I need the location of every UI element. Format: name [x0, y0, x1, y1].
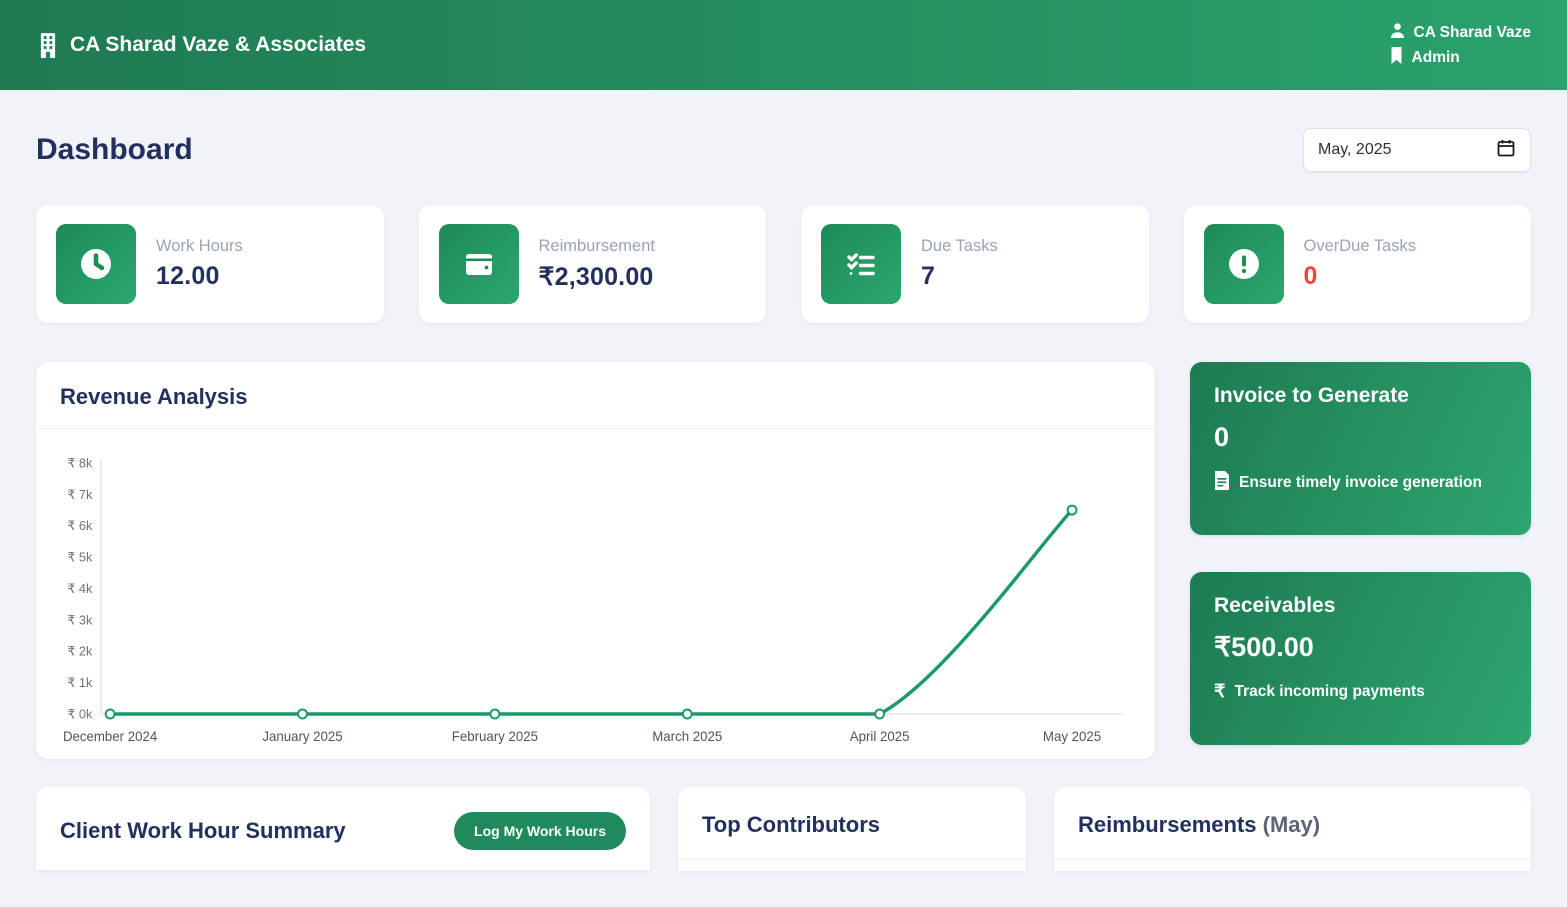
stat-text: Work Hours 12.00 — [156, 237, 243, 291]
revenue-line-chart: ₹ 0k ₹ 1k ₹ 2k ₹ 3k ₹ 4k ₹ 5k ₹ 6k ₹ 7k ₹ 8k Dece… — [63, 455, 1124, 744]
person-icon — [1389, 22, 1406, 44]
stat-cards-row: Work Hours 12.00 Reimbursement ₹2,300.00 — [36, 205, 1531, 323]
svg-text:₹ 5k: ₹ 5k — [67, 550, 93, 565]
promo-value: 0 — [1214, 422, 1230, 452]
receivables-card[interactable]: Receivables ₹500.00 ₹ Track incoming pay… — [1190, 572, 1531, 745]
reimbursements-title-month: (May) — [1256, 812, 1321, 837]
svg-text:₹ 0k: ₹ 0k — [67, 706, 93, 721]
promo-note-text: Ensure timely invoice generation — [1239, 474, 1482, 491]
page-head: Dashboard May, 2025 — [36, 128, 1531, 172]
user-box[interactable]: CA Sharad Vaze Admin — [1389, 19, 1531, 72]
promo-value: ₹500.00 — [1214, 632, 1314, 662]
promo-note-text: Track incoming payments — [1234, 682, 1425, 700]
top-contributors-head: Top Contributors — [678, 787, 1026, 859]
stat-value: 0 — [1303, 262, 1318, 290]
page-title: Dashboard — [36, 133, 193, 166]
month-picker-value: May, 2025 — [1318, 141, 1392, 158]
stat-label: Reimbursement — [538, 236, 655, 255]
revenue-chart-area: ₹ 0k ₹ 1k ₹ 2k ₹ 3k ₹ 4k ₹ 5k ₹ 6k ₹ 7k ₹ 8k Dece… — [36, 429, 1155, 759]
svg-text:December 2024: December 2024 — [63, 729, 158, 744]
log-my-work-hours-button[interactable]: Log My Work Hours — [454, 812, 626, 850]
user-name: CA Sharad Vaze — [1413, 23, 1531, 41]
side-column: Invoice to Generate 0 Ensure timely invo… — [1190, 362, 1531, 759]
user-role: Admin — [1411, 48, 1460, 66]
building-icon — [36, 32, 60, 58]
svg-text:₹ 6k: ₹ 6k — [67, 518, 93, 533]
stat-value: 12.00 — [156, 262, 220, 290]
promo-title: Receivables — [1214, 594, 1336, 617]
bookmark-icon — [1389, 46, 1404, 69]
svg-text:₹ 1k: ₹ 1k — [67, 675, 93, 690]
revenue-analysis-card: Revenue Analysis ₹ 0k ₹ 1k ₹ 2k ₹ 3k ₹ 4k ₹ 5… — [36, 362, 1155, 759]
svg-text:₹ 3k: ₹ 3k — [67, 612, 93, 627]
main-content: Dashboard May, 2025 Wor — [0, 90, 1567, 871]
svg-text:₹ 7k: ₹ 7k — [67, 487, 93, 502]
reimbursements-head: Reimbursements (May) — [1054, 787, 1531, 859]
promo-note: ₹ Track incoming payments — [1214, 681, 1507, 702]
month-picker[interactable]: May, 2025 — [1303, 128, 1531, 172]
client-summary-head: Client Work Hour Summary Log My Work Hou… — [36, 787, 650, 871]
top-bar: CA Sharad Vaze & Associates CA Sharad Va… — [0, 0, 1567, 90]
reimbursements-title-main: Reimbursements — [1078, 812, 1257, 837]
svg-text:May 2025: May 2025 — [1043, 729, 1101, 744]
svg-text:February 2025: February 2025 — [452, 729, 538, 744]
revenue-analysis-title: Revenue Analysis — [36, 362, 1155, 429]
stat-card-reimbursement: Reimbursement ₹2,300.00 — [418, 205, 766, 323]
calendar-icon[interactable] — [1496, 138, 1516, 163]
promo-title: Invoice to Generate — [1214, 384, 1409, 407]
middle-row: Revenue Analysis ₹ 0k ₹ 1k ₹ 2k ₹ 3k ₹ 4k ₹ 5… — [36, 362, 1531, 759]
stat-text: Reimbursement ₹2,300.00 — [539, 237, 655, 292]
stat-card-due-tasks: Due Tasks 7 — [801, 205, 1149, 323]
reimbursements-card: Reimbursements (May) — [1054, 787, 1531, 871]
stat-label: Work Hours — [156, 237, 243, 255]
client-summary-title: Client Work Hour Summary — [60, 818, 346, 843]
wallet-icon — [438, 224, 519, 304]
clock-icon — [56, 224, 136, 304]
stat-value: 7 — [921, 262, 936, 290]
stat-label: OverDue Tasks — [1303, 237, 1417, 255]
bottom-row: Client Work Hour Summary Log My Work Hou… — [36, 787, 1531, 871]
top-contributors-card: Top Contributors — [678, 787, 1026, 871]
exclamation-icon — [1203, 224, 1284, 304]
svg-text:₹ 8k: ₹ 8k — [67, 455, 93, 470]
checklist-icon — [821, 224, 901, 304]
svg-text:April 2025: April 2025 — [850, 729, 910, 744]
user-role-row: Admin — [1389, 46, 1531, 69]
svg-text:₹ 4k: ₹ 4k — [67, 581, 93, 596]
invoice-to-generate-card[interactable]: Invoice to Generate 0 Ensure timely invo… — [1190, 362, 1531, 535]
svg-text:March 2025: March 2025 — [652, 729, 722, 744]
stat-card-overdue-tasks: OverDue Tasks 0 — [1183, 205, 1531, 323]
reimbursements-title: Reimbursements (May) — [1078, 812, 1320, 838]
stat-text: Due Tasks 7 — [921, 237, 998, 291]
top-contributors-title: Top Contributors — [702, 812, 880, 837]
stat-text: OverDue Tasks 0 — [1304, 237, 1417, 291]
invoice-icon — [1214, 471, 1230, 495]
brand-title: CA Sharad Vaze & Associates — [70, 33, 367, 56]
promo-note: Ensure timely invoice generation — [1214, 471, 1507, 495]
stat-label: Due Tasks — [921, 237, 998, 255]
client-work-hour-summary-card: Client Work Hour Summary Log My Work Hou… — [36, 787, 650, 871]
brand: CA Sharad Vaze & Associates — [36, 32, 366, 58]
svg-text:January 2025: January 2025 — [262, 729, 342, 744]
stat-card-work-hours: Work Hours 12.00 — [36, 205, 384, 323]
user-name-row: CA Sharad Vaze — [1389, 22, 1531, 44]
rupee-icon: ₹ — [1214, 681, 1226, 701]
stat-value: ₹2,300.00 — [538, 262, 654, 291]
svg-text:₹ 2k: ₹ 2k — [67, 644, 93, 659]
